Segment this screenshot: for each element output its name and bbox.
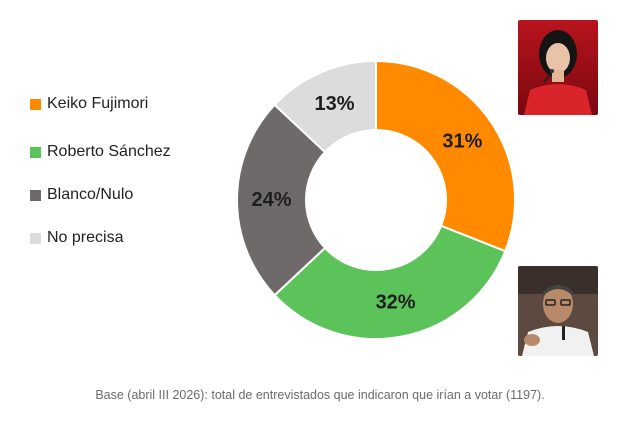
legend-swatch-blanco-nulo: [30, 189, 41, 201]
candidate-photo-keiko-fujimori: [518, 20, 598, 115]
candidate-photo-roberto-sanchez: [518, 266, 598, 356]
legend-swatch-no-precisa: [30, 232, 41, 244]
legend-label-keiko-fujimori: Keiko Fujimori: [47, 95, 149, 112]
donut-slice-3: [273, 59, 377, 154]
legend-item-keiko-fujimori: Keiko Fujimori: [30, 94, 148, 114]
donut-slice-label-2: 24%: [251, 189, 291, 211]
donut-slice-0: [375, 59, 516, 253]
legend-item-blanco-nulo: Blanco/Nulo: [30, 185, 133, 205]
legend-item-roberto-sanchez: Roberto Sánchez: [30, 142, 171, 162]
donut-slice-2: [236, 103, 327, 297]
legend-swatch-keiko-fujimori: [30, 98, 41, 110]
legend-item-no-precisa: No precisa: [30, 228, 123, 248]
donut-chart: 31% 32% 24% 13%: [236, 59, 516, 340]
legend-label-roberto-sanchez: Roberto Sánchez: [47, 143, 171, 160]
legend-label-no-precisa: No precisa: [47, 229, 124, 246]
donut-slice-1: [273, 224, 507, 340]
legend-label-blanco-nulo: Blanco/Nulo: [47, 186, 134, 203]
donut-slice-label-1: 32%: [376, 292, 416, 314]
donut-slice-label-0: 31%: [442, 130, 482, 152]
source-note: Base (abril III 2026): total de entrevis…: [95, 388, 545, 402]
donut-slice-label-3: 13%: [314, 93, 354, 115]
legend-swatch-roberto-sanchez: [30, 146, 41, 158]
